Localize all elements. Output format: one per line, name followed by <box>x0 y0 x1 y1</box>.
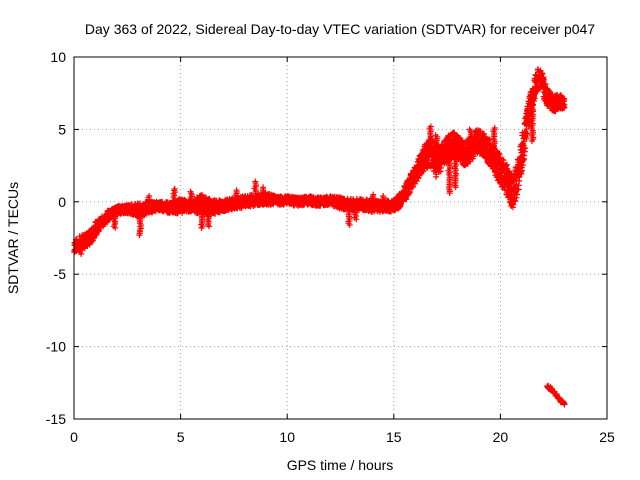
spike-point <box>171 185 178 192</box>
spike-point <box>146 193 153 199</box>
data-point <box>467 158 474 165</box>
data-point <box>519 162 526 168</box>
x-axis-label: GPS time / hours <box>287 457 394 473</box>
y-tick-label: 5 <box>58 121 66 137</box>
spike-point <box>466 126 473 133</box>
y-tick-label: -15 <box>46 411 66 427</box>
spike-point <box>233 187 240 194</box>
data-point <box>540 76 547 83</box>
data-points <box>71 66 568 408</box>
x-tick-label: 5 <box>177 429 185 445</box>
spike-point <box>432 132 439 139</box>
data-point <box>539 70 546 77</box>
data-point <box>515 186 522 193</box>
data-point <box>520 141 527 148</box>
data-point <box>408 184 415 191</box>
spike-point <box>528 138 535 144</box>
spike-point <box>427 123 434 130</box>
y-tick-label: -5 <box>54 266 67 282</box>
data-point <box>496 151 503 158</box>
spike-point <box>252 178 259 185</box>
data-point <box>437 168 444 175</box>
data-point <box>561 96 568 103</box>
spike-point <box>491 125 498 131</box>
data-point <box>420 168 427 175</box>
data-point <box>541 82 548 89</box>
data-point <box>561 101 568 108</box>
data-point <box>523 135 530 142</box>
data-point <box>516 177 523 184</box>
x-tick-label: 25 <box>599 429 615 445</box>
spike-point <box>187 188 194 195</box>
spike-point <box>353 216 360 223</box>
data-point <box>523 130 530 137</box>
spike-point <box>78 250 85 257</box>
spike-point <box>452 184 459 191</box>
spike-point <box>380 193 387 199</box>
data-point <box>524 131 531 138</box>
x-tick-label: 20 <box>493 429 509 445</box>
segment-point <box>561 401 568 408</box>
data-point <box>525 123 532 129</box>
spike-point <box>370 191 377 198</box>
y-tick-label: 10 <box>50 49 66 65</box>
x-tick-label: 10 <box>279 429 295 445</box>
y-axis-label: SDTVAR / TECUs <box>5 182 21 294</box>
y-tick-label: -10 <box>46 339 66 355</box>
data-point <box>481 130 487 137</box>
data-point <box>96 227 103 234</box>
spike-point <box>112 224 119 231</box>
tick-labels: 0 5 10 15 20 25 -15 -10 -5 0 5 10 <box>46 49 615 445</box>
plot-frame <box>73 56 608 420</box>
spike-point <box>508 203 515 210</box>
data-point <box>522 145 529 151</box>
x-tick-label: 0 <box>70 429 78 445</box>
data-point <box>518 167 525 174</box>
spike-point <box>446 190 453 197</box>
x-tick-label: 15 <box>386 429 402 445</box>
spike-point <box>206 223 213 230</box>
spike-point <box>260 184 267 191</box>
spike-point <box>544 85 551 92</box>
axis-ticks <box>73 56 608 420</box>
spike-point <box>198 224 205 231</box>
spike-point <box>346 222 353 228</box>
y-tick-label: 0 <box>58 194 66 210</box>
spike-point <box>136 232 143 239</box>
chart-title: Day 363 of 2022, Sidereal Day-to-day VTE… <box>85 21 595 37</box>
data-point <box>495 150 502 156</box>
data-point <box>413 178 420 185</box>
data-point <box>514 191 520 198</box>
